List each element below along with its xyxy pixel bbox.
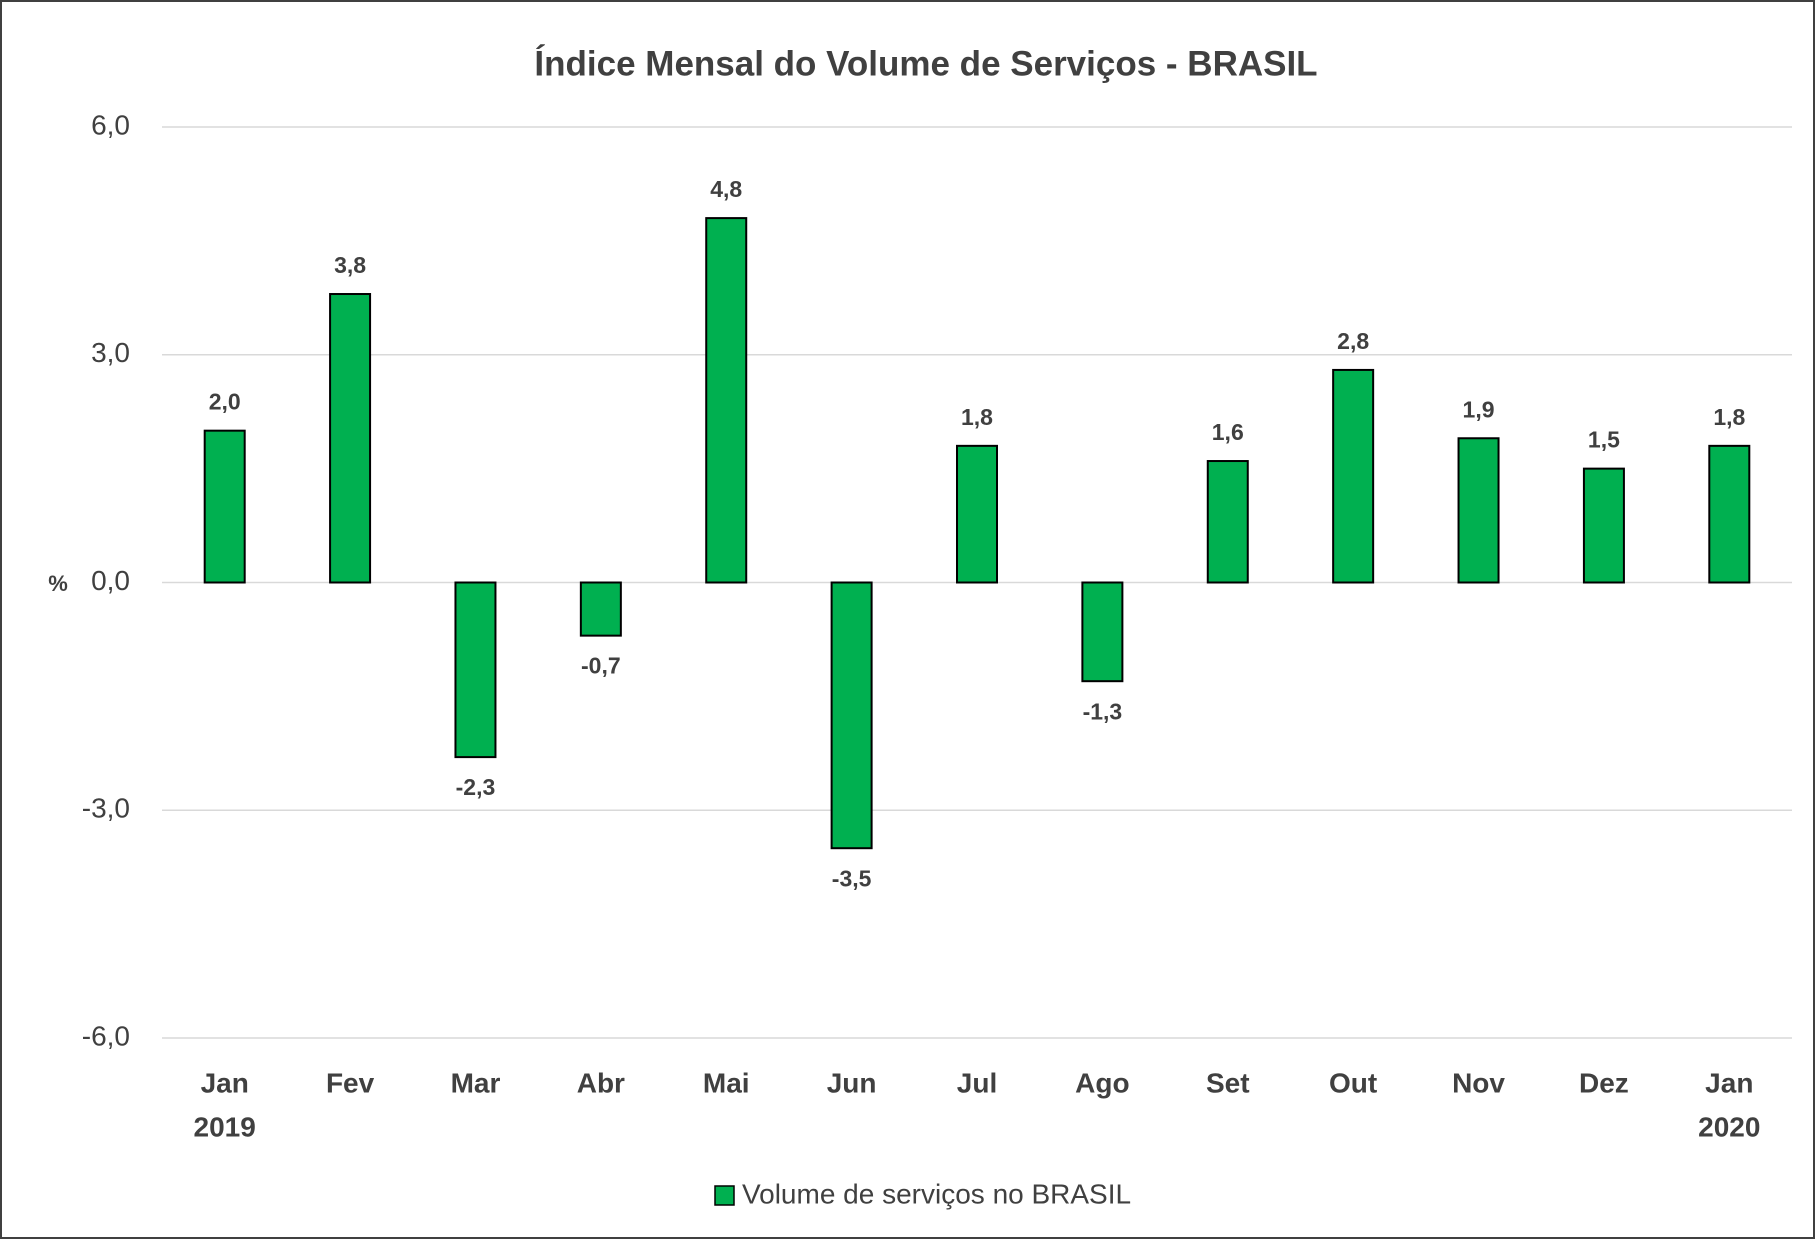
data-label: -1,3 xyxy=(1083,698,1123,724)
y-tick-label: 0,0 xyxy=(91,565,130,596)
x-tick-sublabel: 2019 xyxy=(194,1111,256,1142)
x-tick-label: Ago xyxy=(1075,1067,1129,1098)
data-label: 2,0 xyxy=(209,389,241,415)
data-label: 4,8 xyxy=(710,176,742,202)
y-tick-label: 6,0 xyxy=(91,109,130,140)
bar xyxy=(329,293,372,584)
x-tick-label: Fev xyxy=(326,1067,375,1098)
legend-swatch xyxy=(714,1185,735,1206)
x-tick-label: Mai xyxy=(703,1067,750,1098)
bar xyxy=(956,444,998,584)
bar xyxy=(1206,460,1249,584)
data-label: -3,5 xyxy=(832,865,872,891)
bar xyxy=(1457,437,1500,584)
y-axis-label: % xyxy=(48,571,68,596)
data-label: 1,9 xyxy=(1463,396,1495,422)
x-tick-label: Mar xyxy=(451,1067,501,1098)
chart-title: Índice Mensal do Volume de Serviços - BR… xyxy=(534,43,1317,83)
y-tick-label: 3,0 xyxy=(91,337,130,368)
bar xyxy=(203,429,246,584)
legend-label: Volume de serviços no BRASIL xyxy=(742,1178,1131,1209)
data-label: 2,8 xyxy=(1337,328,1369,354)
x-tick-sublabel: 2020 xyxy=(1698,1111,1760,1142)
y-tick-label: -3,0 xyxy=(82,793,130,824)
x-tick-label: Abr xyxy=(577,1067,625,1098)
x-tick-label: Jan xyxy=(1705,1067,1753,1098)
data-label: -0,7 xyxy=(581,653,621,679)
bar xyxy=(1708,444,1751,584)
bar xyxy=(1582,467,1625,584)
data-label: 1,5 xyxy=(1588,427,1620,453)
data-label: 3,8 xyxy=(334,252,366,278)
bar xyxy=(1332,368,1375,584)
bar xyxy=(830,581,873,850)
data-label: -2,3 xyxy=(456,774,496,800)
data-label: 1,6 xyxy=(1212,419,1244,445)
bar xyxy=(579,581,622,637)
bar xyxy=(705,217,748,584)
x-tick-label: Out xyxy=(1329,1067,1377,1098)
x-tick-label: Jun xyxy=(827,1067,877,1098)
bar xyxy=(1081,581,1124,683)
data-label: 1,8 xyxy=(1713,404,1745,430)
x-tick-label: Nov xyxy=(1452,1067,1505,1098)
x-tick-label: Jan xyxy=(201,1067,249,1098)
bar xyxy=(454,581,497,759)
data-label: 1,8 xyxy=(961,404,993,430)
x-tick-label: Set xyxy=(1206,1067,1250,1098)
y-tick-label: -6,0 xyxy=(82,1020,130,1051)
x-tick-label: Jul xyxy=(957,1067,997,1098)
x-tick-label: Dez xyxy=(1579,1067,1629,1098)
